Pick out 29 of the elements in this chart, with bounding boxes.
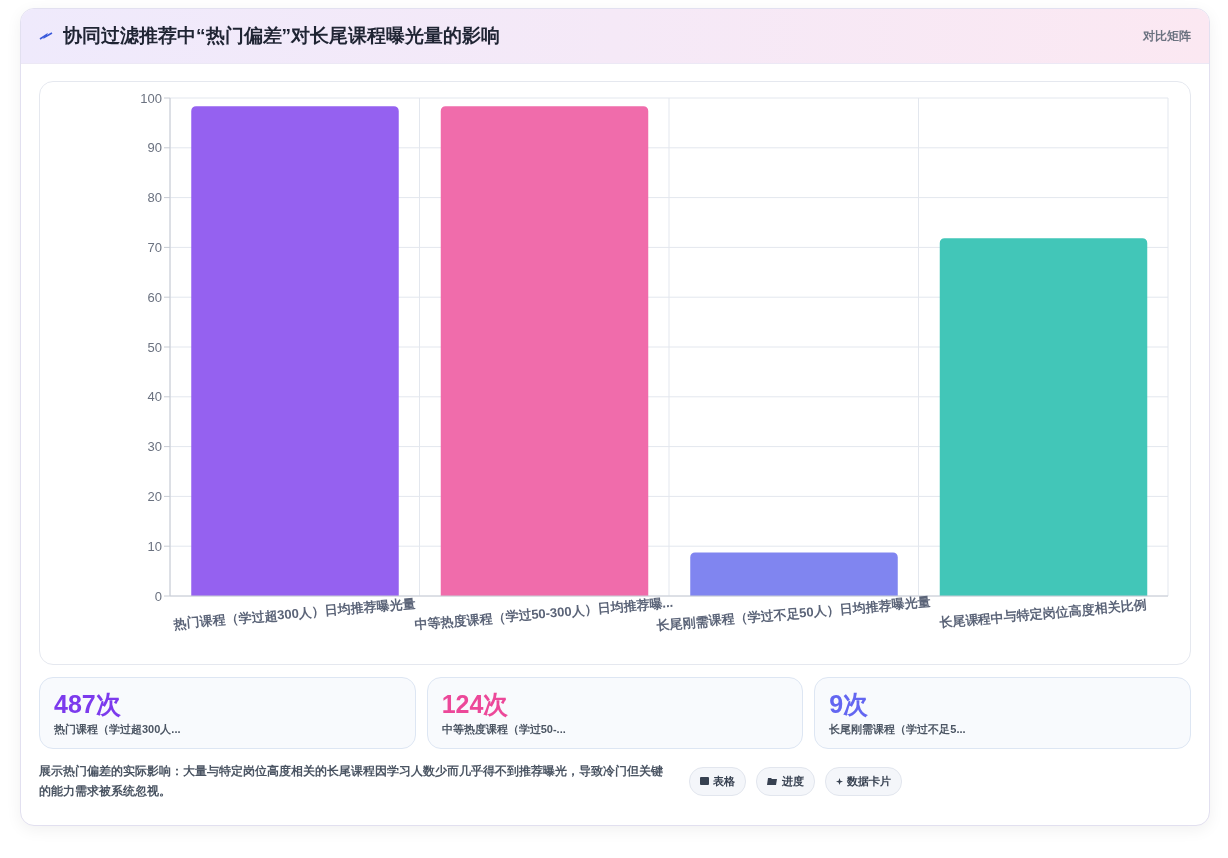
bar	[939, 238, 1148, 596]
text: 9次	[829, 690, 870, 718]
y-tick-label: 30	[147, 439, 162, 455]
bar	[191, 106, 399, 596]
y-tick-label: 70	[147, 240, 162, 256]
text: 展示热门偏差的实际影响：大量与特定岗位高度相关的长尾课程因学习人数少而几乎得不到推荐曝光，导致冷门但关键的能力需求被系统忽视。	[39, 763, 664, 800]
y-tick-label: 50	[147, 339, 162, 355]
text: 对比矩阵	[1143, 27, 1191, 45]
bar	[690, 552, 898, 596]
y-tick-label: 40	[147, 389, 162, 405]
y-tick-label: 100	[140, 90, 162, 106]
y-tick-label: 10	[147, 538, 162, 554]
y-tick-label: 0	[154, 588, 162, 604]
text: 表格	[713, 773, 735, 789]
y-tick-label: 20	[147, 489, 162, 505]
bar	[440, 106, 649, 596]
x-tick-label: 热门课程（学过超300人）日均推荐曝光量	[171, 595, 416, 632]
y-tick-label: 80	[147, 190, 162, 206]
text: 热门课程（学过超300人...	[54, 722, 182, 737]
text: 进度	[782, 773, 804, 789]
y-tick-label: 60	[147, 289, 162, 305]
text: 中等热度课程（学过50-...	[441, 722, 567, 737]
chart-title: 协同过滤推荐中“热门偏差”对长尾课程曝光量的影响	[63, 24, 500, 48]
text: 长尾刚需课程（学过不足5...	[829, 722, 967, 737]
text: 数据卡片	[847, 773, 891, 789]
text: 124次	[441, 690, 510, 718]
text: 487次	[54, 690, 122, 718]
y-tick-label: 90	[147, 140, 162, 156]
x-tick-label: 长尾课程中与特定岗位高度相关比例	[937, 596, 1148, 631]
